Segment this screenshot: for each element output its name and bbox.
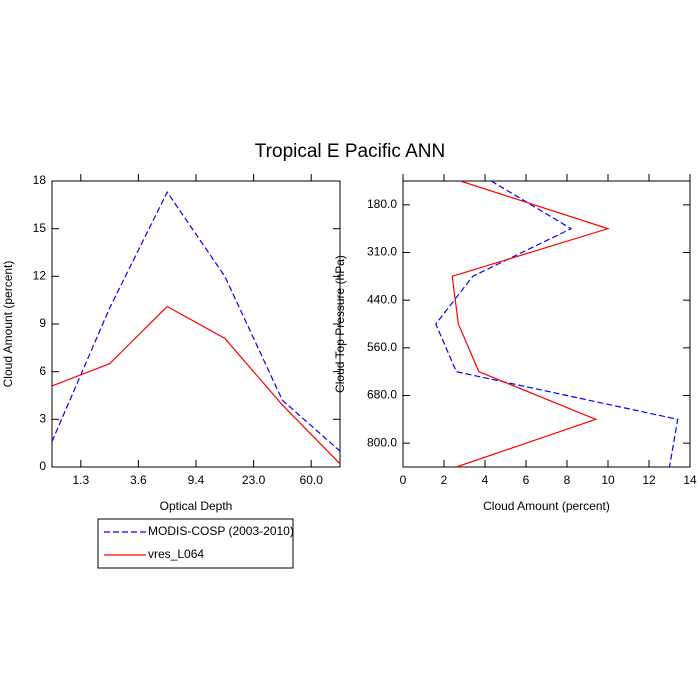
y-tick-label: 310.0 (367, 245, 397, 259)
x-axis-label: Cloud Amount (percent) (483, 499, 610, 513)
y-tick-label: 560.0 (367, 340, 397, 354)
x-tick-label: 6 (523, 473, 530, 487)
x-tick-label: 2 (441, 473, 448, 487)
x-tick-label: 1.3 (72, 473, 89, 487)
y-tick-label: 680.0 (367, 388, 397, 402)
x-tick-label: 12 (642, 473, 656, 487)
x-tick-label: 14 (683, 473, 697, 487)
y-axis-label: Cloud Top Pressure (hPa) (333, 255, 347, 393)
y-tick-label: 180.0 (367, 197, 397, 211)
series-line (51, 190, 341, 452)
chart-title: Tropical E Pacific ANN (255, 141, 445, 162)
legend-box (97, 518, 294, 569)
y-tick-label: 12 (33, 269, 47, 283)
x-tick-label: 23.0 (242, 473, 266, 487)
legend-label: MODIS-COSP (2003-2010) (148, 524, 294, 538)
x-tick-label: 9.4 (188, 473, 205, 487)
y-tick-label: 15 (33, 221, 47, 235)
x-tick-label: 0 (400, 473, 407, 487)
y-tick-label: 0 (39, 459, 46, 473)
x-tick-label: 8 (564, 473, 571, 487)
y-tick-label: 440.0 (367, 292, 397, 306)
series-line (435, 180, 679, 468)
plot-frame (402, 180, 691, 468)
legend-label: vres_L064 (148, 547, 204, 561)
x-tick-label: 3.6 (130, 473, 147, 487)
x-axis-label: Optical Depth (160, 499, 233, 513)
y-tick-label: 9 (39, 316, 46, 330)
y-tick-label: 6 (39, 364, 46, 378)
y-tick-label: 800.0 (367, 435, 397, 449)
x-tick-label: 10 (601, 473, 615, 487)
y-axis-label: Cloud Amount (percent) (1, 261, 15, 388)
series-line (51, 305, 341, 465)
series-line (451, 180, 611, 468)
y-tick-label: 3 (39, 412, 46, 426)
y-tick-label: 18 (33, 173, 47, 187)
plot-frame (51, 180, 341, 468)
x-tick-label: 60.0 (300, 473, 324, 487)
x-tick-label: 4 (482, 473, 489, 487)
